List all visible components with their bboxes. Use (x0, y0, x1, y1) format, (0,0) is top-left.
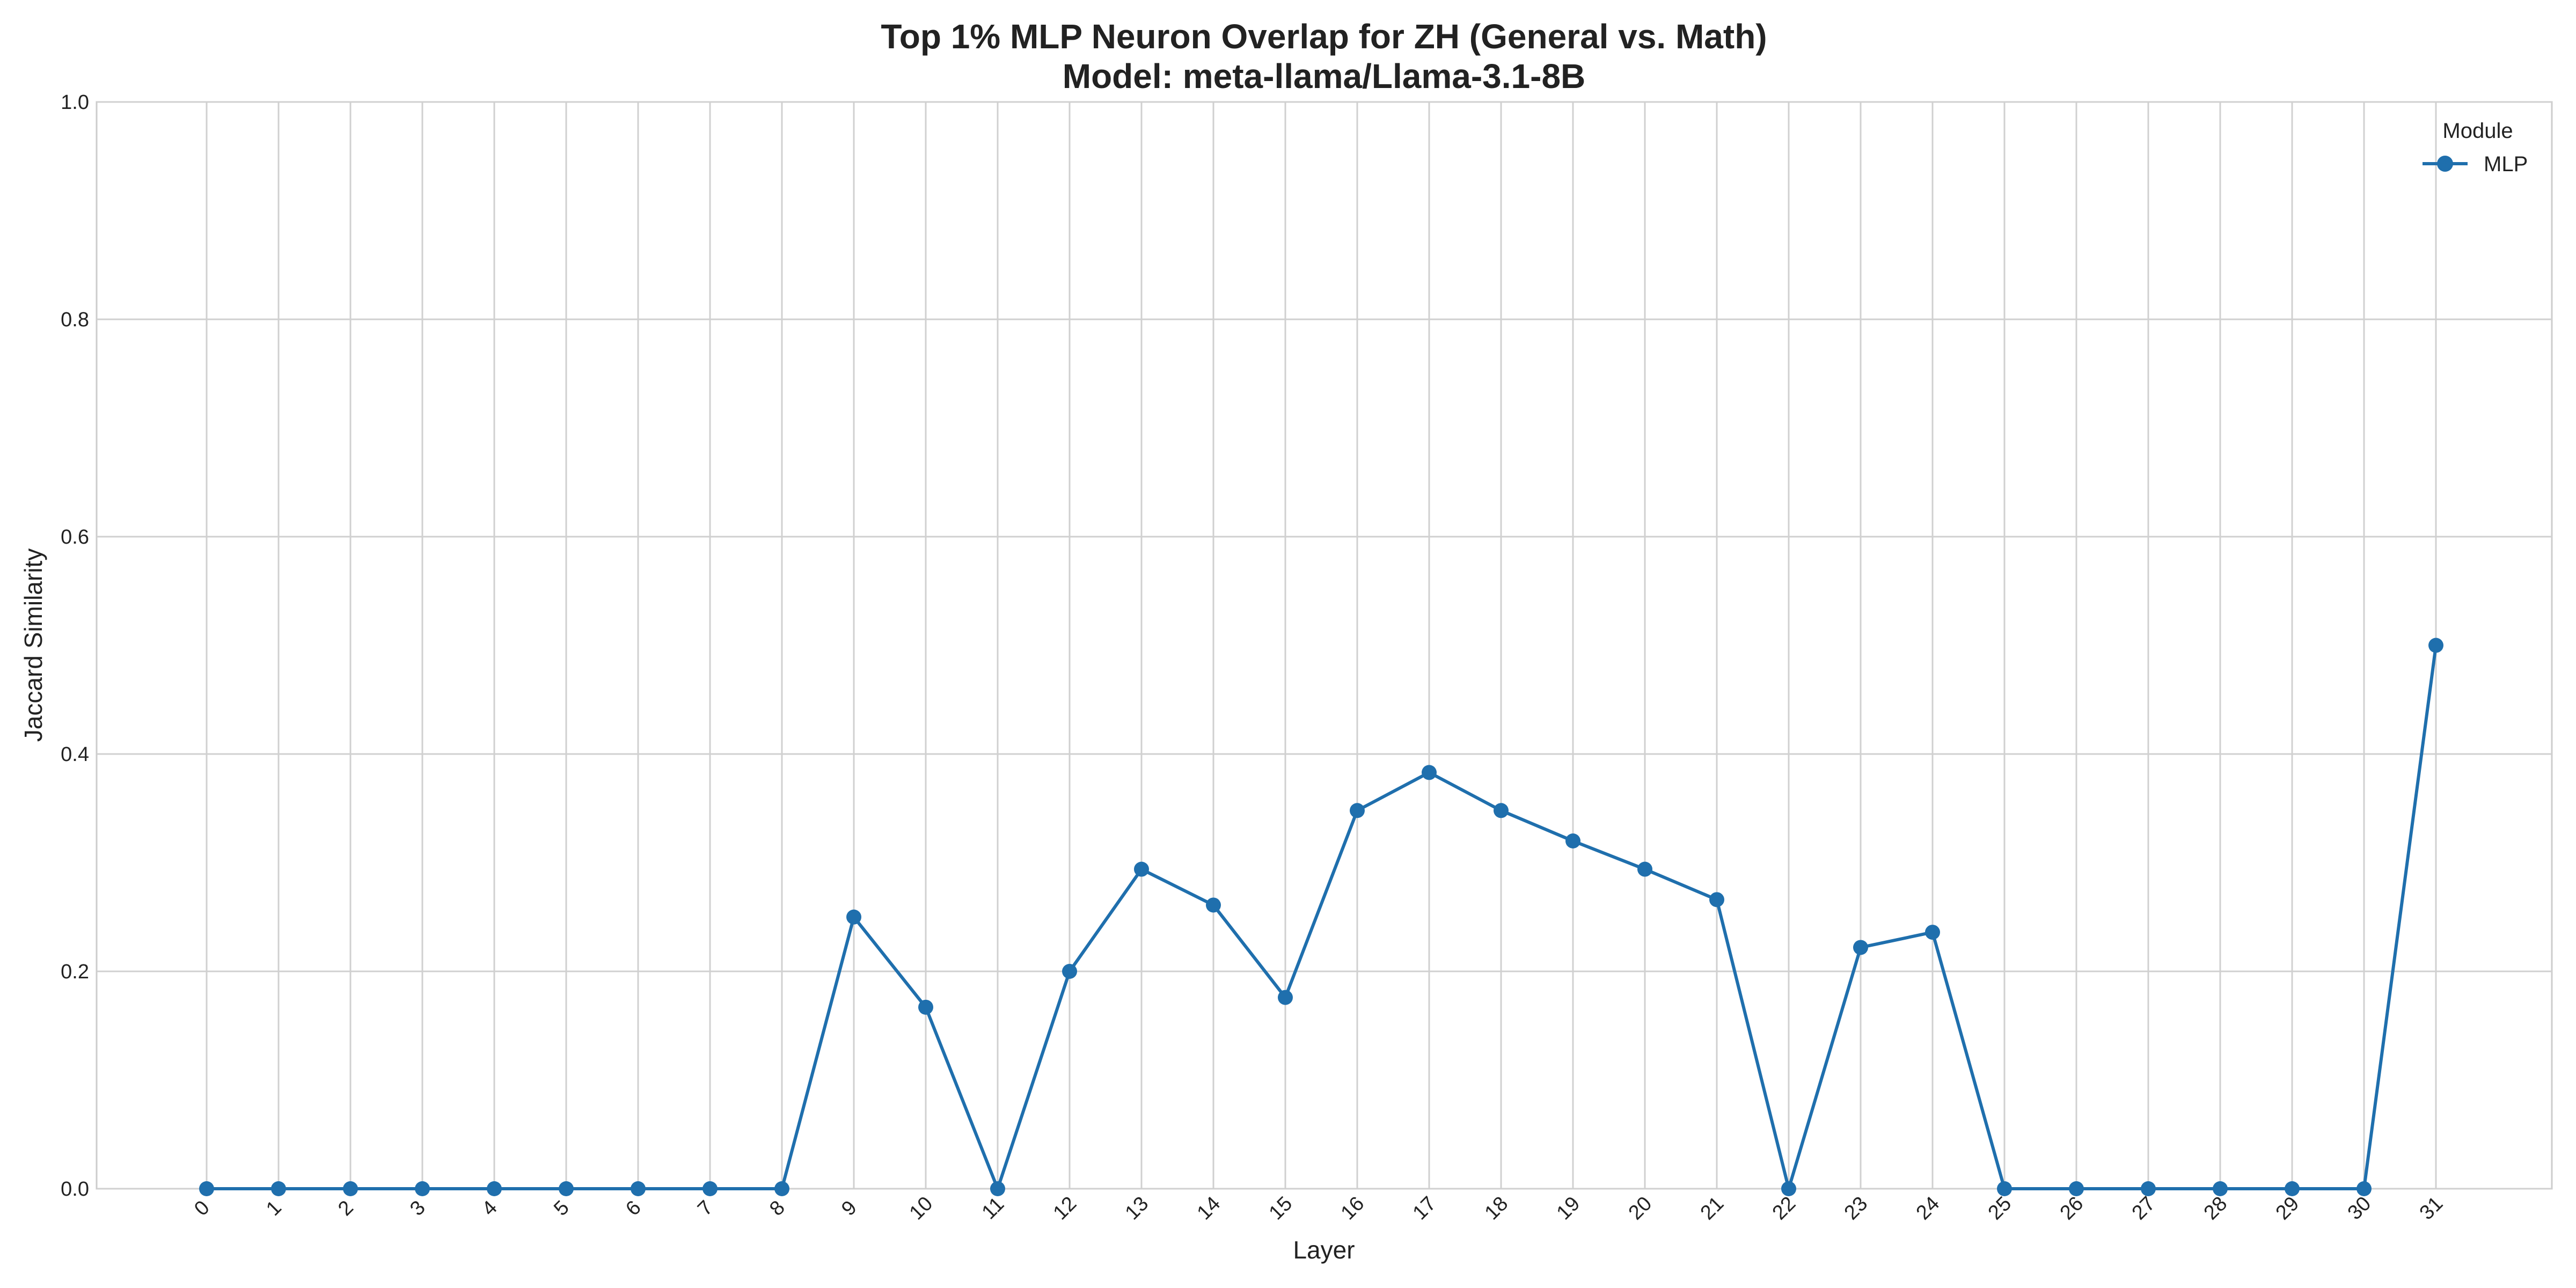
series-line-mlp (207, 645, 2438, 1190)
x-tick-label: 3 (406, 1196, 430, 1220)
x-tick-label: 20 (1624, 1192, 1657, 1225)
data-point (1565, 833, 1580, 848)
data-point (990, 1181, 1005, 1196)
x-tick-label: 1 (262, 1196, 286, 1220)
data-point (559, 1181, 574, 1196)
y-tick-label: 1.0 (61, 91, 89, 114)
data-point (918, 999, 933, 1015)
data-point (2428, 638, 2443, 653)
data-point (2141, 1181, 2156, 1196)
x-tick-label: 18 (1481, 1192, 1513, 1225)
x-tick-label: 30 (2344, 1192, 2376, 1225)
x-tick-label: 17 (1409, 1192, 1441, 1225)
y-axis-ticks: 0.0 0.2 0.4 0.6 0.8 1.0 (61, 91, 89, 1201)
data-point (846, 909, 861, 925)
x-tick-label: 22 (1768, 1192, 1801, 1225)
data-point (1494, 803, 1509, 818)
x-tick-label: 8 (765, 1196, 789, 1220)
x-tick-label: 10 (905, 1192, 938, 1225)
data-point (1062, 964, 1077, 979)
chart-title: Top 1% MLP Neuron Overlap for ZH (Genera… (881, 17, 1767, 56)
x-tick-label: 2 (334, 1196, 358, 1220)
x-tick-label: 16 (1337, 1192, 1369, 1225)
data-point (487, 1181, 502, 1196)
x-tick-label: 23 (1840, 1192, 1872, 1225)
grid-lines (97, 101, 2552, 1190)
x-tick-label: 25 (1984, 1192, 2016, 1225)
plot-area (96, 101, 2553, 1196)
data-point (271, 1181, 286, 1196)
data-point (199, 1181, 214, 1196)
data-point (631, 1181, 646, 1196)
x-axis-ticks: 0 1 2 3 4 5 6 7 8 9 10 11 12 13 14 15 16 17 18 19 20 21 22 23 24… (190, 1192, 2447, 1225)
data-point (1925, 925, 1940, 940)
y-tick-label: 0.2 (61, 961, 89, 983)
data-point (1206, 897, 1221, 913)
plot-background (96, 101, 2553, 1190)
x-tick-label: 7 (693, 1196, 718, 1220)
data-point (1350, 803, 1365, 818)
data-point (2285, 1181, 2300, 1196)
y-tick-label: 0.4 (61, 743, 89, 766)
x-tick-label: 9 (837, 1196, 861, 1220)
data-point (343, 1181, 358, 1196)
data-point (1134, 861, 1149, 877)
data-point (1781, 1181, 1796, 1196)
x-tick-label: 31 (2416, 1192, 2448, 1225)
legend-label-mlp: MLP (2484, 152, 2528, 176)
data-point (1709, 892, 1724, 908)
data-point (1997, 1181, 2012, 1196)
legend-title: Module (2442, 119, 2513, 143)
x-tick-label: 19 (1553, 1192, 1585, 1225)
x-tick-label: 29 (2272, 1192, 2304, 1225)
y-tick-label: 0.6 (61, 526, 89, 548)
data-point (2069, 1181, 2084, 1196)
x-axis-label: Layer (1293, 1236, 1355, 1264)
y-tick-label: 0.0 (61, 1178, 89, 1201)
x-tick-label: 0 (190, 1196, 214, 1220)
data-point (1278, 990, 1293, 1005)
series-layer (199, 638, 2443, 1196)
x-tick-label: 27 (2128, 1192, 2160, 1225)
data-point (415, 1181, 430, 1196)
data-point (2213, 1181, 2228, 1196)
data-point (1637, 861, 1652, 877)
data-point (1422, 765, 1437, 780)
legend: Module MLP (2423, 119, 2528, 176)
x-tick-label: 6 (621, 1196, 646, 1220)
x-tick-label: 5 (550, 1196, 574, 1220)
chart-subtitle: Model: meta-llama/Llama-3.1-8B (1063, 57, 1586, 96)
data-point (2357, 1181, 2372, 1196)
x-tick-label: 28 (2200, 1192, 2232, 1225)
x-tick-label: 24 (1912, 1192, 1944, 1225)
x-tick-label: 14 (1193, 1192, 1225, 1225)
y-axis-label: Jaccard Similarity (19, 548, 47, 742)
data-point (702, 1181, 718, 1196)
x-tick-label: 11 (978, 1193, 1009, 1224)
x-tick-label: 13 (1121, 1192, 1153, 1225)
data-point (1853, 940, 1868, 955)
x-tick-label: 21 (1696, 1192, 1729, 1225)
data-point (774, 1181, 789, 1196)
x-tick-label: 4 (478, 1196, 502, 1220)
y-tick-label: 0.8 (61, 309, 89, 331)
x-tick-label: 26 (2056, 1192, 2088, 1225)
x-tick-label: 12 (1049, 1192, 1081, 1225)
x-tick-label: 15 (1265, 1192, 1297, 1225)
legend-marker-mlp (2437, 156, 2453, 172)
